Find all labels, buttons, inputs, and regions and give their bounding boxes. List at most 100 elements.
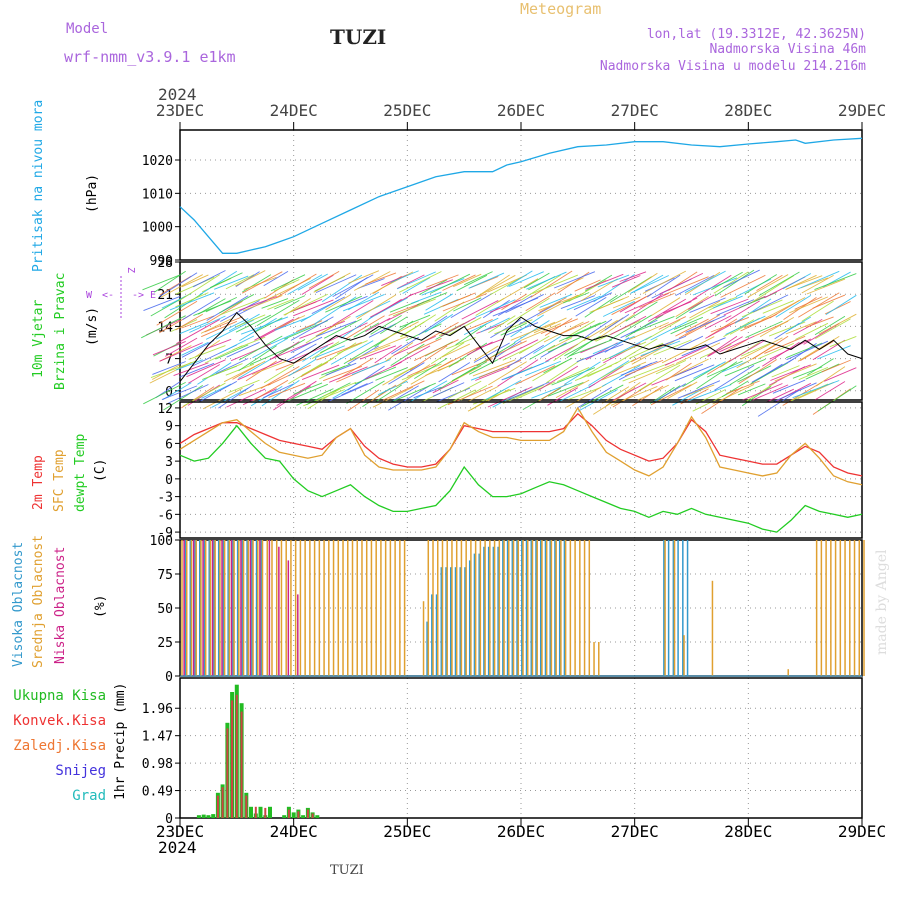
wind-barb <box>588 360 630 386</box>
wind-barb <box>711 271 743 291</box>
wind-barb <box>784 316 812 333</box>
wind-barb <box>226 341 260 358</box>
wind-barb <box>725 300 760 323</box>
wind-barb <box>372 386 414 408</box>
wind-barb <box>649 386 675 404</box>
wind-barb <box>413 386 442 399</box>
wind-barb <box>642 270 687 294</box>
wind-barb <box>220 300 260 322</box>
wind-barb <box>240 316 289 335</box>
wind-barb <box>400 314 436 338</box>
wind-barb <box>325 295 363 313</box>
wind-barb <box>432 379 459 394</box>
wind-barb <box>575 296 607 317</box>
wind-barb <box>287 274 323 295</box>
wind-barb <box>729 366 760 386</box>
wind-barb <box>297 273 328 291</box>
wind-barb <box>601 386 630 404</box>
wind-barb <box>758 342 794 360</box>
wind-barb <box>192 270 226 288</box>
precip-bar-total <box>201 814 206 818</box>
wind-barb <box>375 384 402 403</box>
wind-barb <box>738 359 777 384</box>
wind-barb <box>293 382 323 395</box>
precip-bar-total <box>249 806 253 818</box>
wind-barb <box>817 385 857 412</box>
wind-barb <box>772 379 806 394</box>
sfc-axis-title: SFC Temp <box>52 449 67 512</box>
wind-barb <box>547 381 584 397</box>
wind-barb <box>554 271 596 289</box>
wind-barb <box>609 314 652 341</box>
wind-barb <box>275 273 317 299</box>
temp2m-axis-title: 2m Temp <box>31 455 46 510</box>
wind-barb <box>263 364 294 384</box>
legend-freezing-rain: Zaledj.Kisa <box>13 738 106 754</box>
wind-barb <box>225 274 255 290</box>
wind-barb <box>252 337 289 359</box>
wind-barb <box>178 274 221 302</box>
wind-barb <box>156 300 198 326</box>
wind-barb <box>622 362 669 382</box>
pressure-axis-title: Pritisak na nivou mora <box>31 100 46 272</box>
wind-barb <box>199 270 238 296</box>
wind-barb <box>612 296 641 309</box>
wind-barb <box>354 366 397 385</box>
x-tick-label-bottom: 28DEC <box>724 822 772 841</box>
wind-barb <box>296 320 323 333</box>
wind-barb <box>603 342 641 364</box>
y-tick-label: 0 <box>165 670 173 685</box>
wind-barb <box>664 345 709 366</box>
wind-barb <box>520 274 562 301</box>
wind-barb <box>720 274 766 298</box>
wind-barb <box>665 358 709 381</box>
wind-barb <box>762 341 800 367</box>
precip-bar-total <box>282 815 287 818</box>
wind-barb <box>179 321 209 335</box>
wind-barb <box>723 269 760 288</box>
wind-barb <box>775 294 812 318</box>
wind-barb <box>288 358 317 377</box>
wind-barb <box>365 317 391 332</box>
y-tick-label: 1000 <box>142 221 173 236</box>
wind-barb <box>160 274 203 298</box>
series-line-dewpt-temp <box>179 424 863 533</box>
wind-barb <box>785 321 817 335</box>
wind-barb <box>762 300 794 314</box>
wind-barb <box>301 274 334 295</box>
wind-barb <box>560 321 590 335</box>
wind-barb <box>574 279 601 292</box>
wind-barb <box>143 381 186 405</box>
wind-barb <box>651 297 681 316</box>
wind-barb <box>798 292 840 318</box>
wind-speed-line <box>179 311 863 382</box>
cloud-low-axis-title: Niska Oblacnost <box>53 547 68 664</box>
wind-barb <box>206 300 243 324</box>
wind-barb <box>416 292 448 306</box>
precip-bar-total <box>258 806 263 818</box>
wind-barb <box>173 362 209 377</box>
y-tick-label: 0.49 <box>142 785 173 800</box>
wind-barb <box>374 344 402 364</box>
wind-barb <box>797 270 840 290</box>
wind-barb <box>725 315 766 335</box>
wind-barb <box>315 274 357 294</box>
x-tick-label-bottom: 23DEC <box>156 822 204 841</box>
wind-barb <box>353 322 380 338</box>
wind-barb <box>710 317 749 333</box>
wind-barb <box>667 381 698 400</box>
wind-barb <box>601 364 641 387</box>
wind-barb <box>274 316 311 331</box>
x-tick-label-top: 26DEC <box>497 101 545 120</box>
wind-barb <box>812 294 846 309</box>
precip-bar-convective <box>240 711 243 818</box>
wind-barb <box>620 360 658 376</box>
wind-barb <box>496 278 539 303</box>
wind-barb <box>786 340 829 361</box>
elevation-label: Nadmorska Visina 46m <box>709 42 866 57</box>
wind-barb <box>532 274 579 295</box>
wind-barb <box>689 300 721 319</box>
wind-barb <box>529 344 556 360</box>
wind-barb <box>759 316 795 338</box>
wind-barb <box>252 379 289 401</box>
